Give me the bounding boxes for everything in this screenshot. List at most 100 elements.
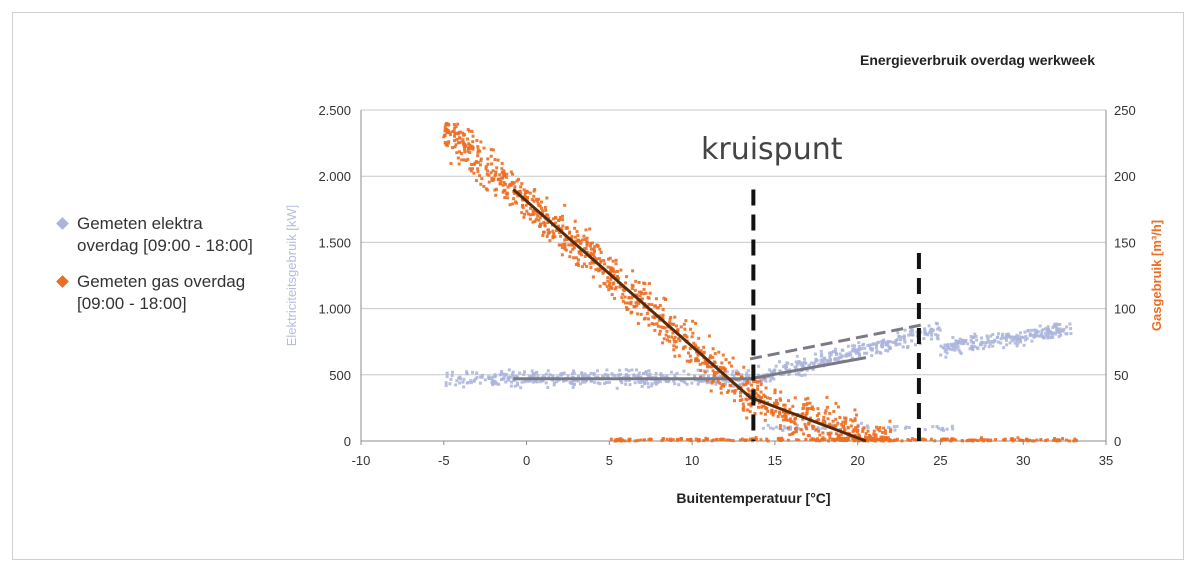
scatter-point-gas xyxy=(601,272,604,275)
scatter-point-elektra xyxy=(906,345,909,348)
scatter-point-elektra xyxy=(924,428,927,431)
scatter-point-elektra xyxy=(471,371,474,374)
scatter-point-gas xyxy=(514,200,517,203)
scatter-point-gas xyxy=(493,189,496,192)
scatter-point-gas xyxy=(826,406,829,409)
scatter-point-gas xyxy=(702,346,705,349)
scatter-point-gas xyxy=(779,427,782,430)
scatter-point-gas xyxy=(482,185,485,188)
scatter-point-gas xyxy=(625,275,628,278)
scatter-point-elektra xyxy=(601,375,604,378)
scatter-point-gas xyxy=(611,293,614,296)
scatter-point-gas xyxy=(570,235,573,238)
scatter-point-elektra xyxy=(593,381,596,384)
scatter-point-gas xyxy=(492,148,495,151)
scatter-point-gas xyxy=(672,438,675,441)
scatter-point-gas xyxy=(490,155,493,158)
scatter-point-gas xyxy=(874,433,877,436)
scatter-point-elektra xyxy=(799,361,802,364)
scatter-point-elektra xyxy=(686,383,689,386)
scatter-point-elektra xyxy=(903,336,906,339)
scatter-point-gas xyxy=(493,158,496,161)
scatter-point-elektra xyxy=(814,361,817,364)
scatter-point-gas xyxy=(476,170,479,173)
scatter-point-elektra xyxy=(1068,322,1071,325)
scatter-point-elektra xyxy=(747,369,750,372)
scatter-point-gas xyxy=(650,303,653,306)
scatter-point-gas xyxy=(889,420,892,423)
scatter-point-elektra xyxy=(676,372,679,375)
scatter-point-elektra xyxy=(1016,344,1019,347)
scatter-point-elektra xyxy=(778,360,781,363)
x-tick-label: 10 xyxy=(685,453,699,468)
scatter-point-gas xyxy=(568,231,571,234)
scatter-point-elektra xyxy=(922,337,925,340)
scatter-point-gas xyxy=(746,381,749,384)
scatter-point-gas xyxy=(878,429,881,432)
scatter-point-elektra xyxy=(461,381,464,384)
scatter-point-elektra xyxy=(951,425,954,428)
x-tick-label: 15 xyxy=(768,453,782,468)
scatter-point-elektra xyxy=(935,425,938,428)
scatter-point-gas xyxy=(779,424,782,427)
scatter-point-gas xyxy=(486,163,489,166)
scatter-point-elektra xyxy=(605,368,608,371)
scatter-point-gas xyxy=(664,298,667,301)
scatter-point-elektra xyxy=(944,356,947,359)
scatter-point-elektra xyxy=(518,372,521,375)
scatter-point-elektra xyxy=(501,378,504,381)
scatter-point-gas xyxy=(511,173,514,176)
scatter-point-gas xyxy=(454,132,457,135)
scatter-point-gas xyxy=(714,352,717,355)
scatter-point-elektra xyxy=(553,383,556,386)
scatter-point-elektra xyxy=(587,374,590,377)
scatter-point-gas xyxy=(720,392,723,395)
scatter-point-gas xyxy=(749,410,752,413)
scatter-point-elektra xyxy=(878,341,881,344)
scatter-point-gas xyxy=(688,360,691,363)
scatter-point-gas xyxy=(723,367,726,370)
scatter-point-gas xyxy=(544,206,547,209)
scatter-point-gas xyxy=(675,340,678,343)
scatter-point-gas xyxy=(865,432,868,435)
scatter-point-elektra xyxy=(930,338,933,341)
scatter-point-gas xyxy=(483,147,486,150)
scatter-point-elektra xyxy=(853,347,856,350)
scatter-point-gas xyxy=(730,365,733,368)
scatter-point-gas xyxy=(653,329,656,332)
scatter-point-elektra xyxy=(879,352,882,355)
scatter-point-gas xyxy=(725,358,728,361)
scatter-point-gas xyxy=(620,437,623,440)
y-left-tick-label: 0 xyxy=(344,434,351,449)
scatter-point-elektra xyxy=(1026,337,1029,340)
scatter-point-elektra xyxy=(1044,332,1047,335)
scatter-point-elektra xyxy=(875,347,878,350)
y-right-tick-label: 150 xyxy=(1114,235,1136,250)
scatter-point-gas xyxy=(503,173,506,176)
scatter-point-gas xyxy=(765,386,768,389)
scatter-point-gas xyxy=(756,385,759,388)
scatter-point-gas xyxy=(592,248,595,251)
scatter-point-elektra xyxy=(959,350,962,353)
scatter-point-gas xyxy=(691,332,694,335)
scatter-point-gas xyxy=(636,312,639,315)
scatter-point-gas xyxy=(525,204,528,207)
scatter-point-gas xyxy=(463,147,466,150)
scatter-point-elektra xyxy=(897,335,900,338)
scatter-point-gas xyxy=(881,431,884,434)
scatter-point-gas xyxy=(974,439,977,442)
scatter-point-gas xyxy=(845,417,848,420)
scatter-point-gas xyxy=(457,156,460,159)
scatter-point-elektra xyxy=(561,372,564,375)
scatter-point-gas xyxy=(787,426,790,429)
scatter-point-gas xyxy=(542,231,545,234)
scatter-point-gas xyxy=(660,439,663,442)
scatter-point-gas xyxy=(987,439,990,442)
scatter-point-gas xyxy=(450,162,453,165)
scatter-point-gas xyxy=(609,286,612,289)
scatter-point-elektra xyxy=(860,422,863,425)
chart-frame: 0 500 1.000 1.500 2.000 2.500 0 50 100 150 200 250-… xyxy=(12,12,1184,560)
scatter-point-elektra xyxy=(989,335,992,338)
scatter-point-elektra xyxy=(936,328,939,331)
scatter-point-elektra xyxy=(904,427,907,430)
